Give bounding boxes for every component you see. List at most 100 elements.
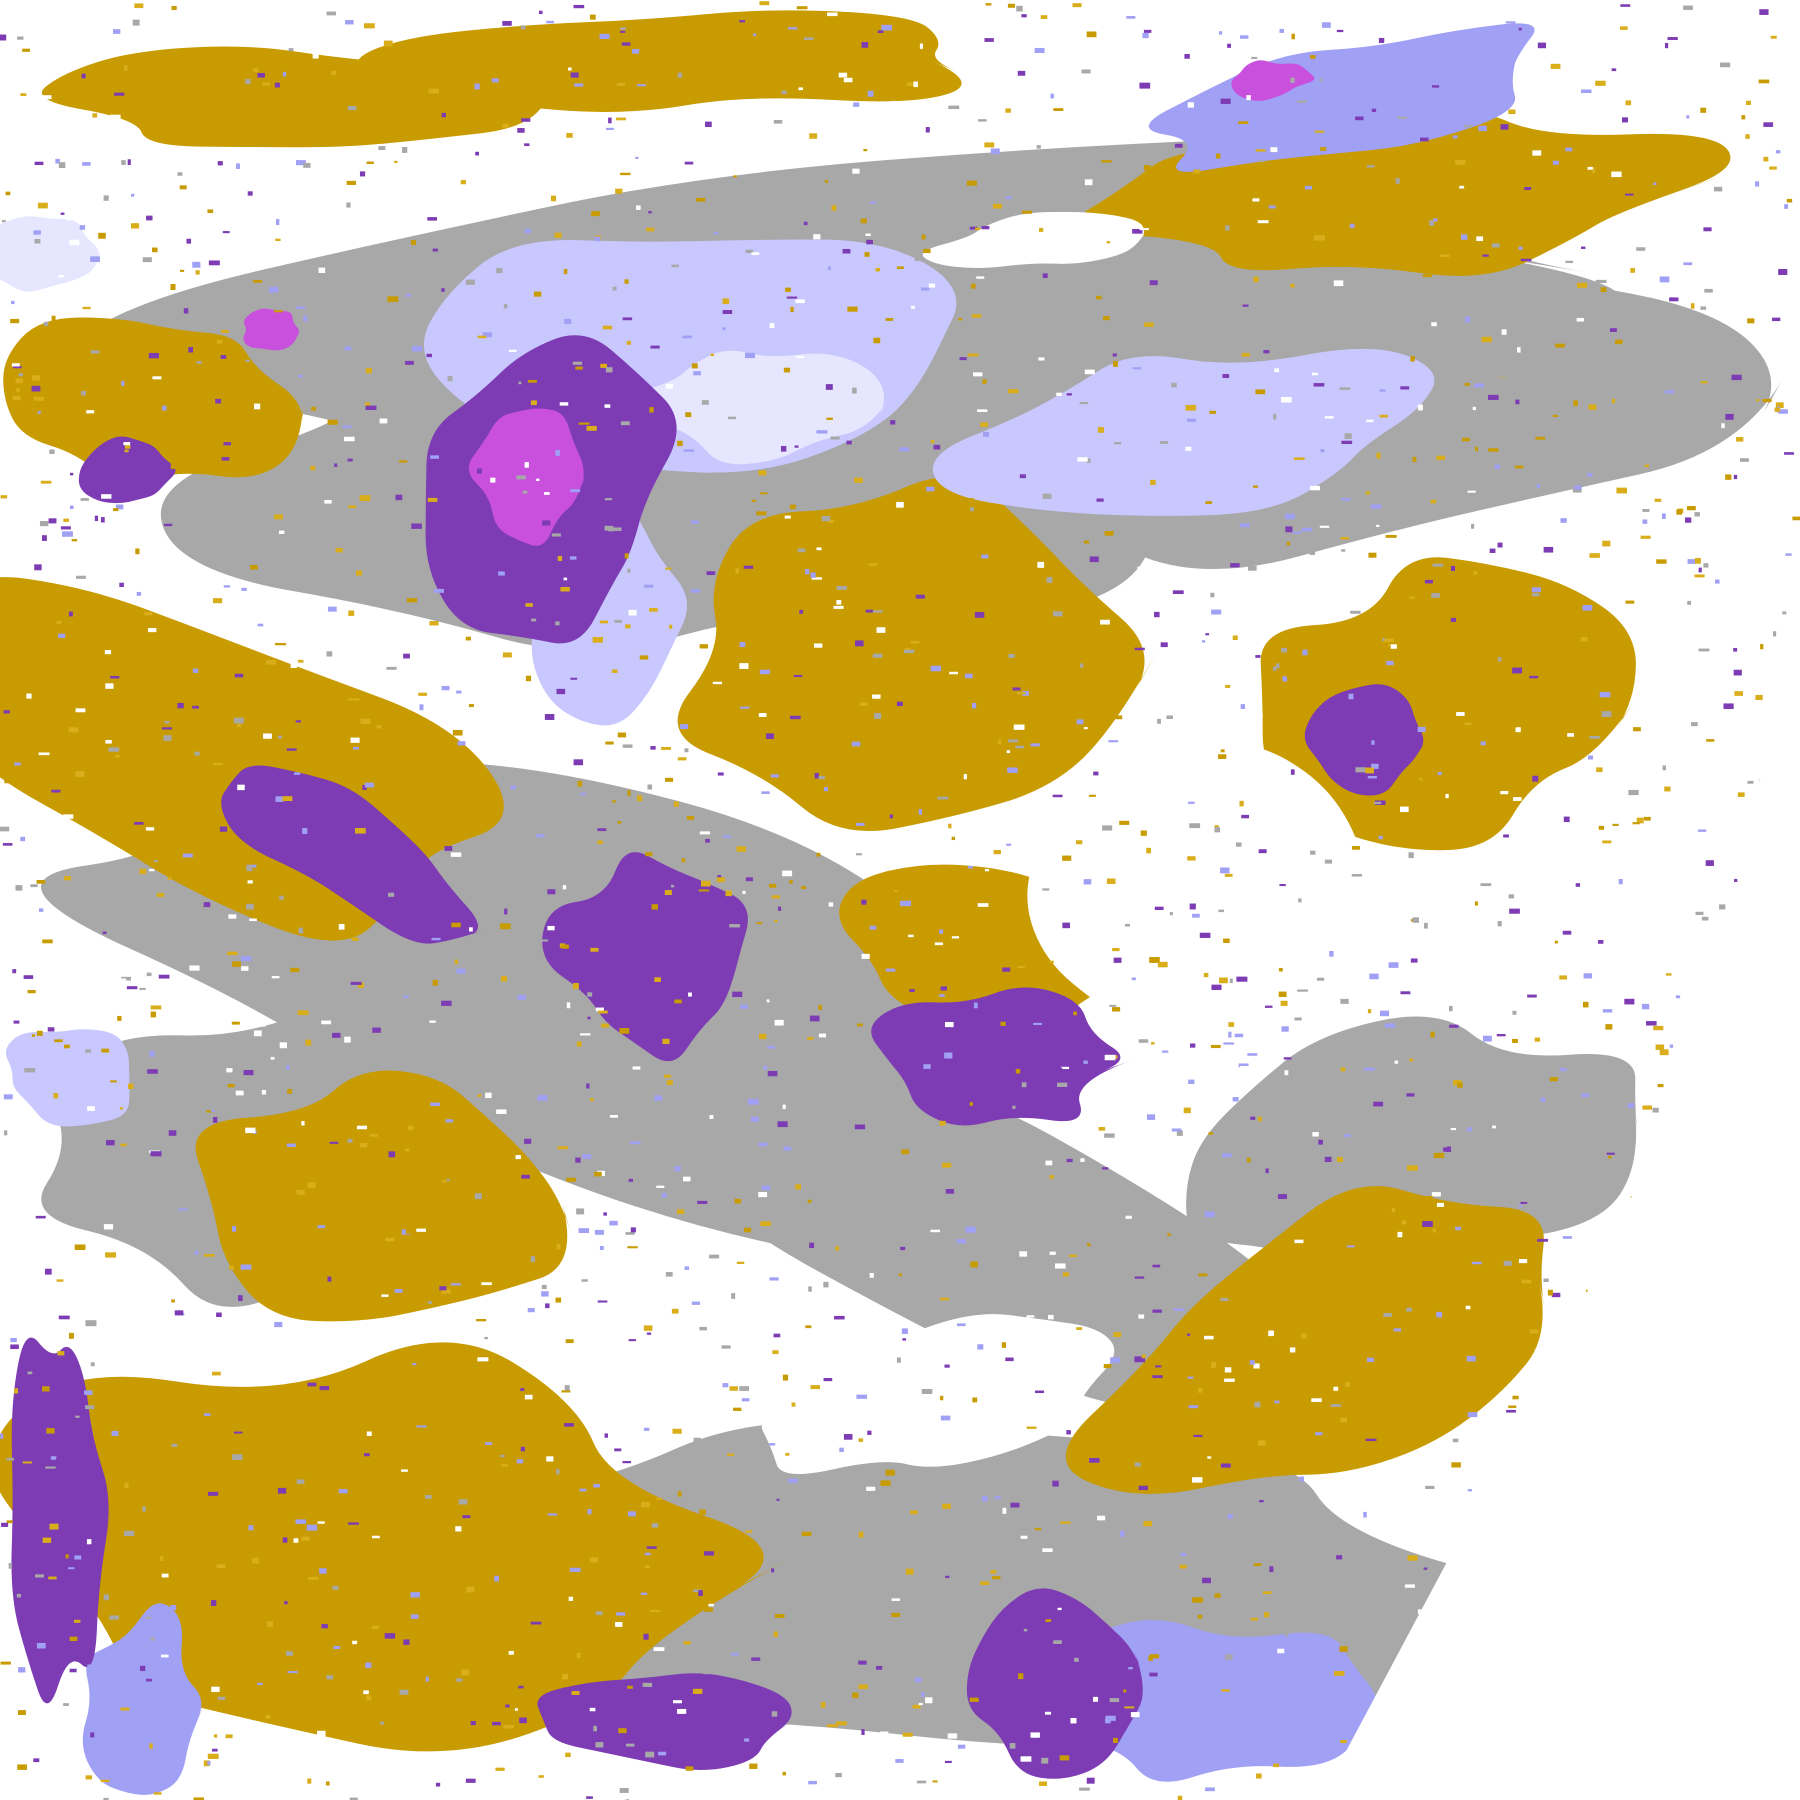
speckle-periwinkle [295,306,306,309]
speckle-background [934,942,943,946]
speckle-background [559,402,569,406]
speckle-gray [43,321,49,327]
speckle-background [983,55,989,62]
speckle-purple [855,640,864,647]
speckle-background [818,1033,827,1038]
speckle-gold [900,896,909,902]
speckle-background [1669,1091,1673,1095]
speckle-purple [974,612,985,618]
speckle-gold [561,944,569,949]
speckle-gold [145,1596,154,1602]
speckle-background [1137,566,1148,572]
speckle-gray [1220,1298,1229,1302]
speckle-background [1445,793,1449,799]
speckle-periwinkle [3,1094,13,1100]
speckle-gray [970,507,974,512]
speckle-purple [212,1116,218,1123]
speckle-gray [1652,1107,1659,1113]
speckle-purple [1482,254,1489,257]
speckle-gold_light [22,1461,32,1464]
speckle-gray [835,1772,842,1778]
speckle-periwinkle [178,1208,188,1211]
speckle-periwinkle [456,968,466,974]
speckle-gold_light [907,82,919,87]
speckle-gold_light [359,495,371,502]
speckle-periwinkle [1022,690,1029,696]
speckle-gold [958,317,963,321]
speckle-periwinkle [839,1447,844,1453]
speckle-gray [1007,739,1019,743]
speckle-purple [146,1678,152,1682]
speckle-purple [842,248,851,254]
speckle-gold [1451,1462,1461,1468]
speckle-gray [670,884,675,888]
speckle-periwinkle [1467,1489,1472,1492]
speckle-gold [1001,1342,1007,1348]
speckle-gold [451,922,461,928]
speckle-purple [780,445,787,452]
speckle-gray [572,361,583,365]
speckle-gold_light [1336,1156,1343,1163]
region-periwinkle [82,1603,207,1795]
speckle-gold_light [984,142,995,148]
speckle-gray [1747,780,1754,784]
speckle-background [973,372,983,377]
speckle-gold [1143,165,1151,171]
speckle-periwinkle [758,1142,768,1147]
speckle-gold_light [1106,241,1111,244]
speckle-gold_light [576,1652,581,1659]
speckle-purple [1174,143,1183,148]
speckle-gold_light [16,388,20,393]
speckle-background [769,323,775,329]
speckle-gray [1396,116,1407,119]
speckle-gold_light [662,1038,670,1045]
speckle-gold_light [905,1568,914,1575]
speckle-periwinkle [79,225,86,230]
speckle-background [1013,724,1025,730]
speckle-background [656,1185,665,1188]
speckle-purple [168,1130,177,1136]
speckle-gray [1782,611,1787,615]
speckle-gray [518,381,522,385]
region-purple [871,987,1133,1126]
speckle-gold [932,1780,938,1783]
speckle-gray [896,1357,901,1363]
speckle-gray [1138,1039,1149,1043]
speckle-purple [1134,1356,1146,1363]
speckle-purple [1155,1365,1162,1368]
speckle-gray [1315,271,1323,275]
speckle-gold_light [1068,1254,1077,1257]
speckle-periwinkle [1364,1067,1375,1071]
speckle-purple [20,1452,25,1455]
speckle-background [1056,392,1062,396]
speckle-purple [10,1344,19,1350]
speckle-gold_light [195,270,200,275]
speckle-gold_light [501,975,507,982]
speckle-background [1602,804,1612,809]
speckle-gray [245,79,251,84]
speckle-gold [967,898,975,904]
speckle-background [293,1538,299,1543]
region-gray [1186,1016,1638,1273]
speckle-background [1104,1054,1116,1061]
speckle-gold [1238,121,1249,125]
speckle-gold_light [939,1297,950,1301]
speckle-background [836,599,842,605]
speckle-periwinkle [1186,418,1197,422]
speckle-periwinkle [855,822,865,826]
speckle-periwinkle [1433,218,1438,222]
speckle-background [26,693,32,699]
region-gold [1065,1186,1545,1494]
speckle-purple [504,908,508,915]
speckle-gold_light [124,1482,129,1489]
speckle-gray [1714,186,1723,192]
speckle-purple [110,675,120,679]
speckle-gold [654,1620,665,1626]
speckle-periwinkle [546,20,554,24]
speckle-gray [916,1780,927,1784]
speckle-periwinkle [752,33,757,36]
speckle-purple [210,1600,217,1606]
speckle-gold_light [1376,452,1381,459]
speckle-periwinkle [788,1478,798,1483]
speckle-gold [958,880,968,886]
